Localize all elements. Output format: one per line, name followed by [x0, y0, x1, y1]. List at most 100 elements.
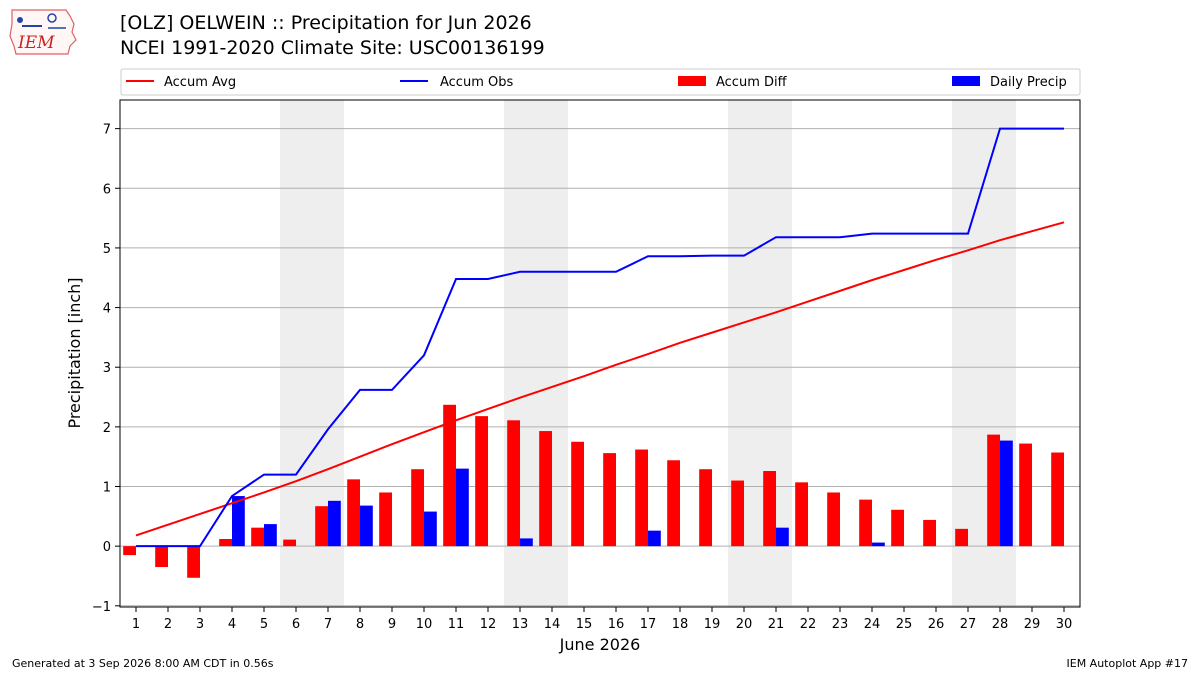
y-tick-label: 2 — [103, 421, 111, 436]
y-tick-label: 6 — [103, 182, 111, 197]
accum-diff-bar — [795, 482, 808, 547]
x-tick-label: 26 — [928, 617, 945, 632]
legend-label-daily-precip: Daily Precip — [990, 75, 1067, 90]
x-tick-label: 11 — [448, 617, 465, 632]
accum-diff-bar — [1051, 452, 1064, 547]
app-label: IEM Autoplot App #17 — [1066, 657, 1189, 670]
accum-diff-bar — [635, 449, 648, 547]
daily-precip-bar — [456, 468, 469, 547]
daily-precip-bar — [776, 527, 789, 547]
accum-diff-bar — [539, 431, 552, 547]
x-tick-label: 19 — [704, 617, 721, 632]
x-tick-label: 2 — [164, 617, 172, 632]
daily-precip-bar — [872, 542, 885, 547]
x-tick-label: 17 — [640, 617, 657, 632]
accum-diff-bar — [571, 441, 584, 547]
y-tick-label: −1 — [92, 600, 111, 615]
line-series — [135, 127, 1065, 548]
generated-timestamp: Generated at 3 Sep 2026 8:00 AM CDT in 0… — [12, 657, 274, 670]
x-tick-label: 23 — [832, 617, 849, 632]
x-tick-label: 16 — [608, 617, 625, 632]
accum-diff-bar — [699, 469, 712, 547]
daily-precip-bar — [1000, 440, 1013, 547]
chart-subtitle: NCEI 1991-2020 Climate Site: USC00136199 — [120, 37, 545, 59]
legend-label-accum-obs: Accum Obs — [440, 75, 513, 90]
x-tick-label: 12 — [480, 617, 497, 632]
daily-precip-bar — [264, 524, 277, 547]
accum-diff-bar — [187, 546, 200, 578]
x-axis-title: June 2026 — [559, 635, 641, 654]
logo-text: IEM — [17, 33, 55, 53]
daily-precip-bar — [520, 538, 533, 547]
accum-avg-line — [135, 221, 1065, 537]
accum-diff-bar — [507, 420, 520, 547]
legend-box — [120, 68, 1081, 96]
y-tick-label: 1 — [103, 481, 111, 496]
legend-swatch-accum-diff — [678, 76, 706, 86]
accum-diff-bar — [411, 469, 424, 547]
x-tick-label: 30 — [1056, 617, 1073, 632]
daily-precip-bar — [424, 511, 437, 547]
x-tick-label: 8 — [356, 617, 364, 632]
x-tick-label: 4 — [228, 617, 236, 632]
legend-label-accum-diff: Accum Diff — [716, 75, 788, 90]
x-tick-label: 18 — [672, 617, 689, 632]
x-tick-label: 20 — [736, 617, 753, 632]
accum-diff-bar — [859, 499, 872, 547]
daily-precip-bar — [360, 505, 373, 547]
accum-diff-bar — [315, 506, 328, 547]
accum-diff-bar — [1019, 443, 1032, 547]
accum-diff-bar — [475, 416, 488, 547]
x-tick-label: 1 — [132, 617, 140, 632]
daily-precip-bar — [232, 496, 245, 547]
accum-diff-bar — [283, 539, 296, 547]
chart-title: [OLZ] OELWEIN :: Precipitation for Jun 2… — [120, 12, 532, 34]
accum-obs-line — [136, 127, 1064, 548]
accum-diff-bar — [379, 492, 392, 547]
accum-diff-bar — [123, 546, 136, 556]
accum-diff-bar — [667, 460, 680, 547]
x-tick-label: 15 — [576, 617, 593, 632]
iem-logo: IEM — [9, 9, 77, 55]
y-tick-label: 5 — [103, 242, 111, 257]
x-tick-label: 29 — [1024, 617, 1041, 632]
accum-diff-bar — [347, 479, 360, 547]
accum-diff-bar — [251, 527, 264, 547]
accum-diff-bar — [891, 509, 904, 547]
x-tick-label: 10 — [416, 617, 433, 632]
x-tick-label: 24 — [864, 617, 881, 632]
x-tick-label: 13 — [512, 617, 529, 632]
x-tick-label: 25 — [896, 617, 913, 632]
x-tick-label: 3 — [196, 617, 204, 632]
accum-diff-bar — [763, 471, 776, 547]
bar-series — [123, 404, 1064, 578]
x-tick-label: 28 — [992, 617, 1009, 632]
accum-diff-bar — [443, 404, 456, 547]
x-tick-label: 14 — [544, 617, 561, 632]
accum-diff-bar — [987, 434, 1000, 547]
accum-diff-bar — [827, 492, 840, 547]
daily-precip-bar — [328, 500, 341, 547]
x-tick-label: 7 — [324, 617, 332, 632]
y-tick-label: 7 — [103, 123, 111, 138]
y-axis-title: Precipitation [inch] — [65, 277, 84, 428]
y-tick-label: 4 — [103, 302, 111, 317]
accum-diff-bar — [603, 453, 616, 547]
y-axis: −1 0 1 2 3 4 5 6 7 — [92, 123, 120, 615]
y-tick-label: 3 — [103, 361, 111, 376]
accum-diff-bar — [731, 480, 744, 547]
legend-label-accum-avg: Accum Avg — [164, 75, 236, 90]
x-tick-label: 9 — [388, 617, 396, 632]
plot-frame — [119, 99, 1081, 608]
x-tick-label: 5 — [260, 617, 268, 632]
x-tick-label: 27 — [960, 617, 977, 632]
legend-swatch-daily-precip — [952, 76, 980, 86]
legend: Accum Avg Accum Obs Accum Diff Daily Pre… — [120, 68, 1081, 96]
x-tick-label: 22 — [800, 617, 817, 632]
daily-precip-bar — [648, 530, 661, 547]
x-tick-label: 21 — [768, 617, 785, 632]
accum-diff-bar — [955, 528, 968, 547]
x-tick-label: 6 — [292, 617, 300, 632]
accum-diff-bar — [219, 539, 232, 547]
